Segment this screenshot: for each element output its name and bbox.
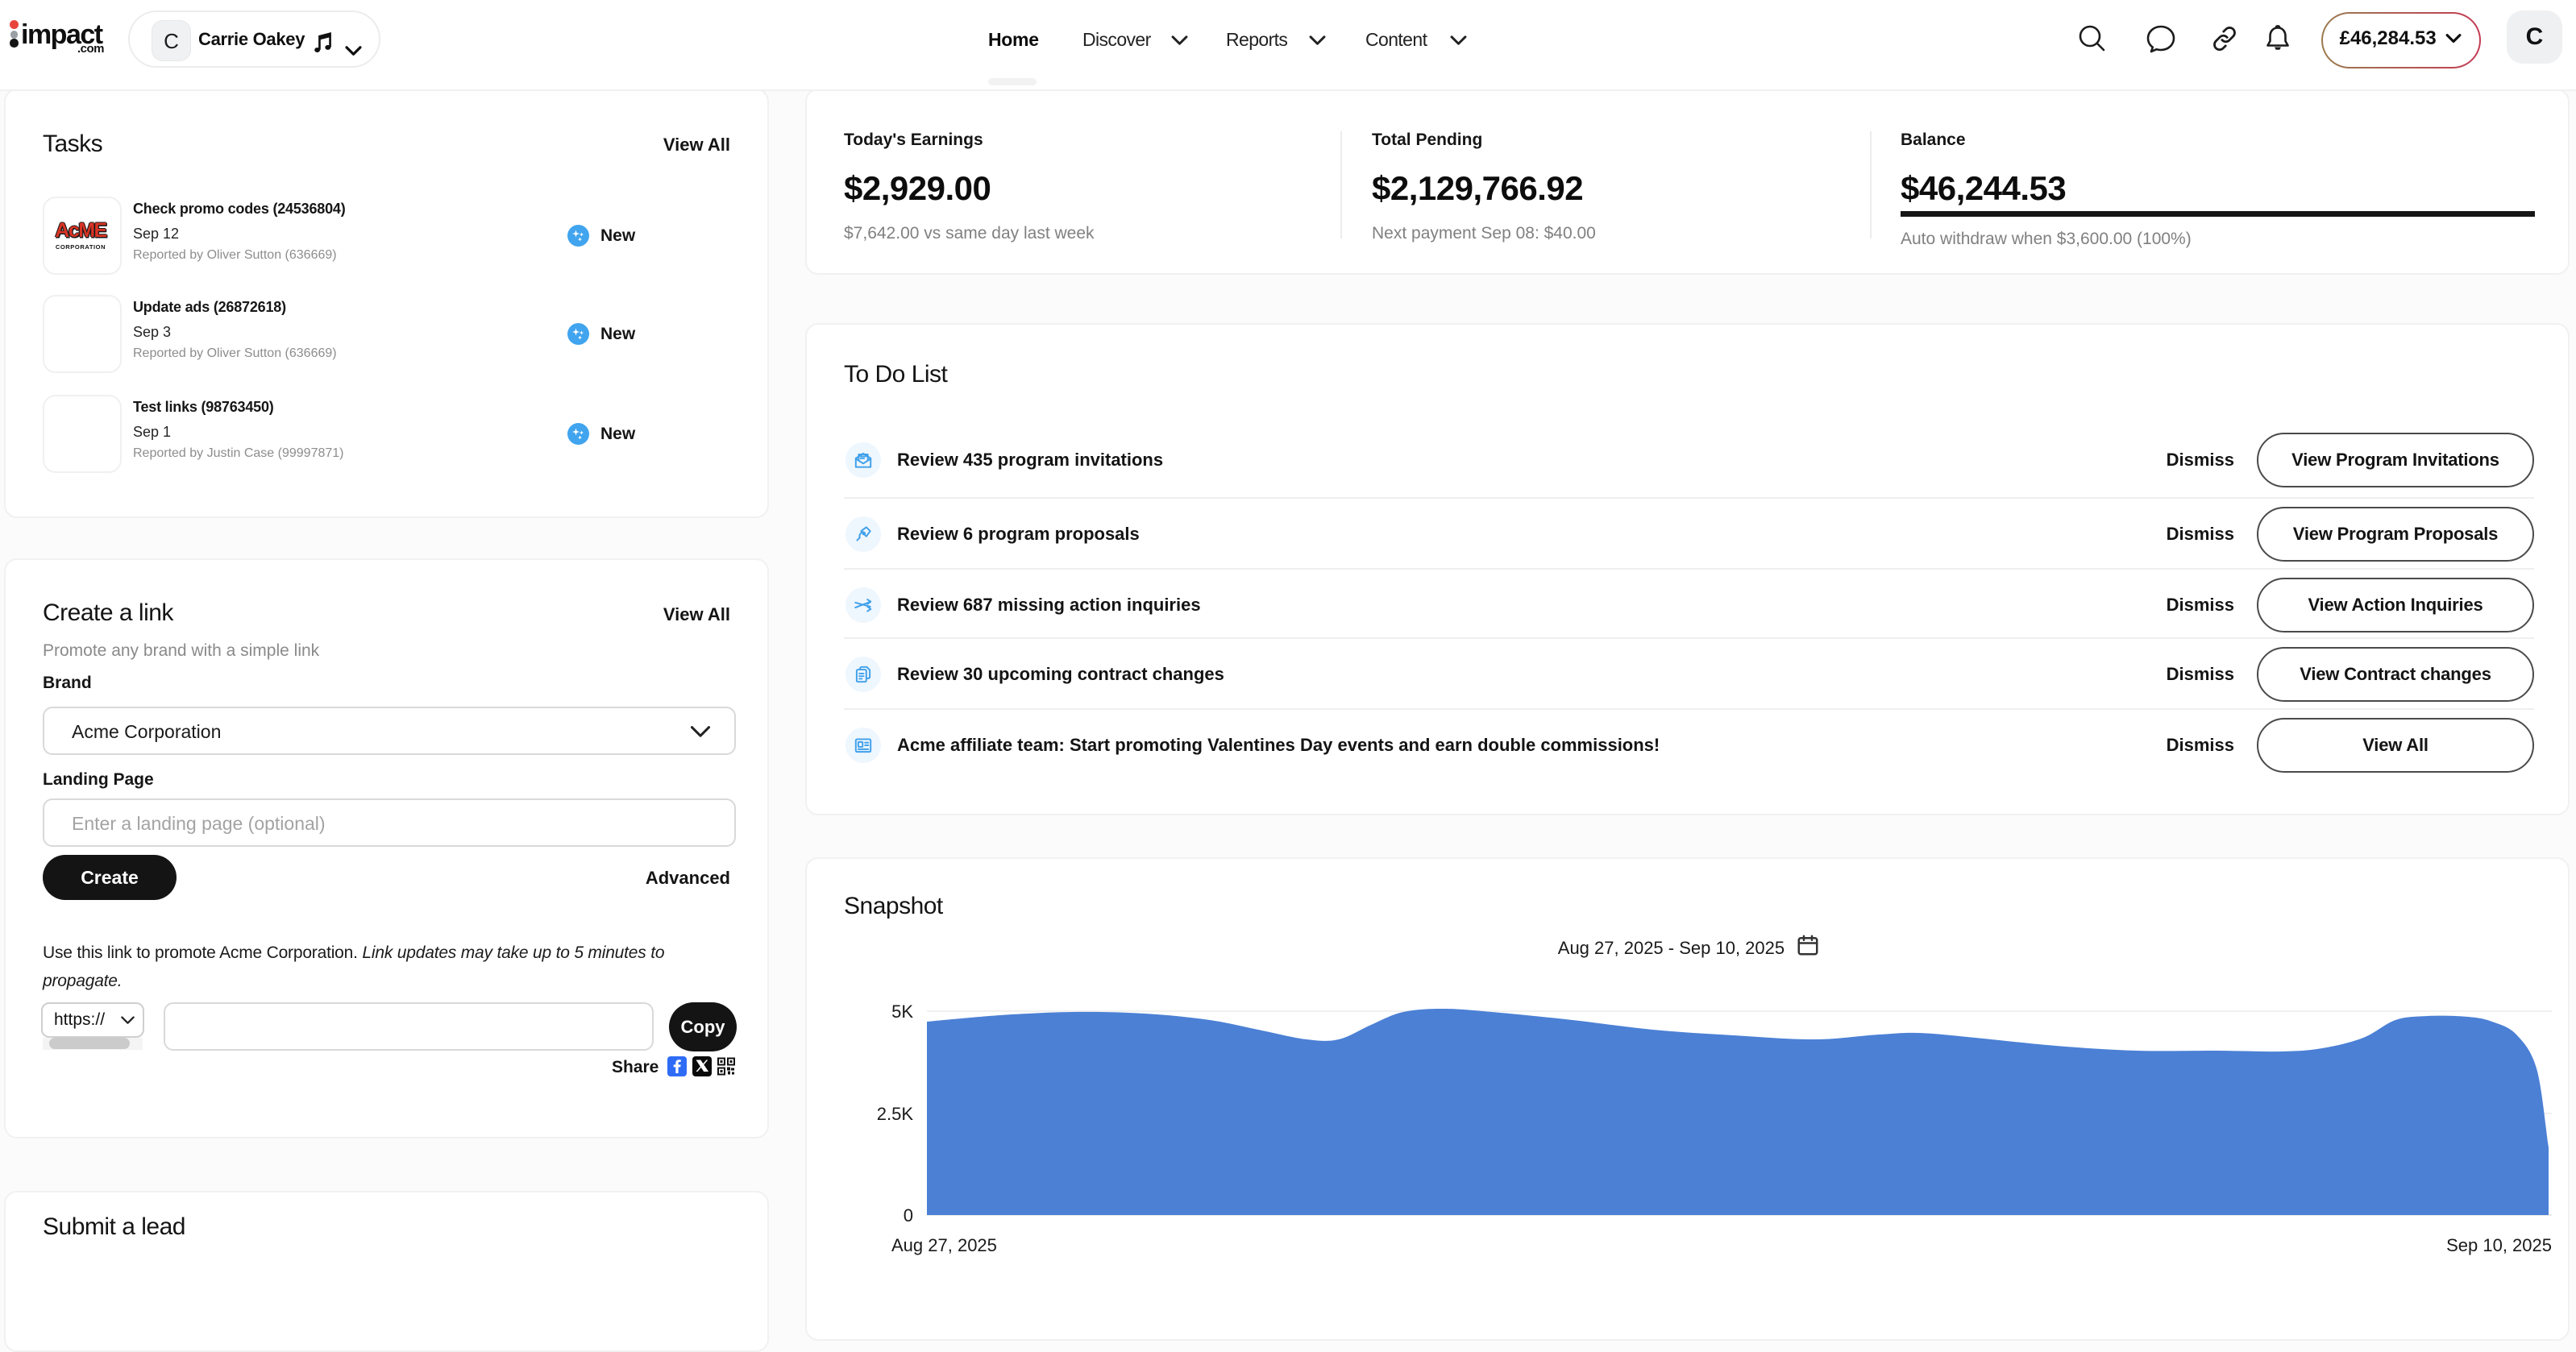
- svg-text:5K: 5K: [891, 1002, 913, 1022]
- svg-text:Aug 27, 2025: Aug 27, 2025: [891, 1235, 997, 1255]
- svg-text:2.5K: 2.5K: [877, 1104, 914, 1124]
- svg-text:Sep 10, 2025: Sep 10, 2025: [2446, 1235, 2552, 1255]
- svg-text:0: 0: [904, 1205, 913, 1226]
